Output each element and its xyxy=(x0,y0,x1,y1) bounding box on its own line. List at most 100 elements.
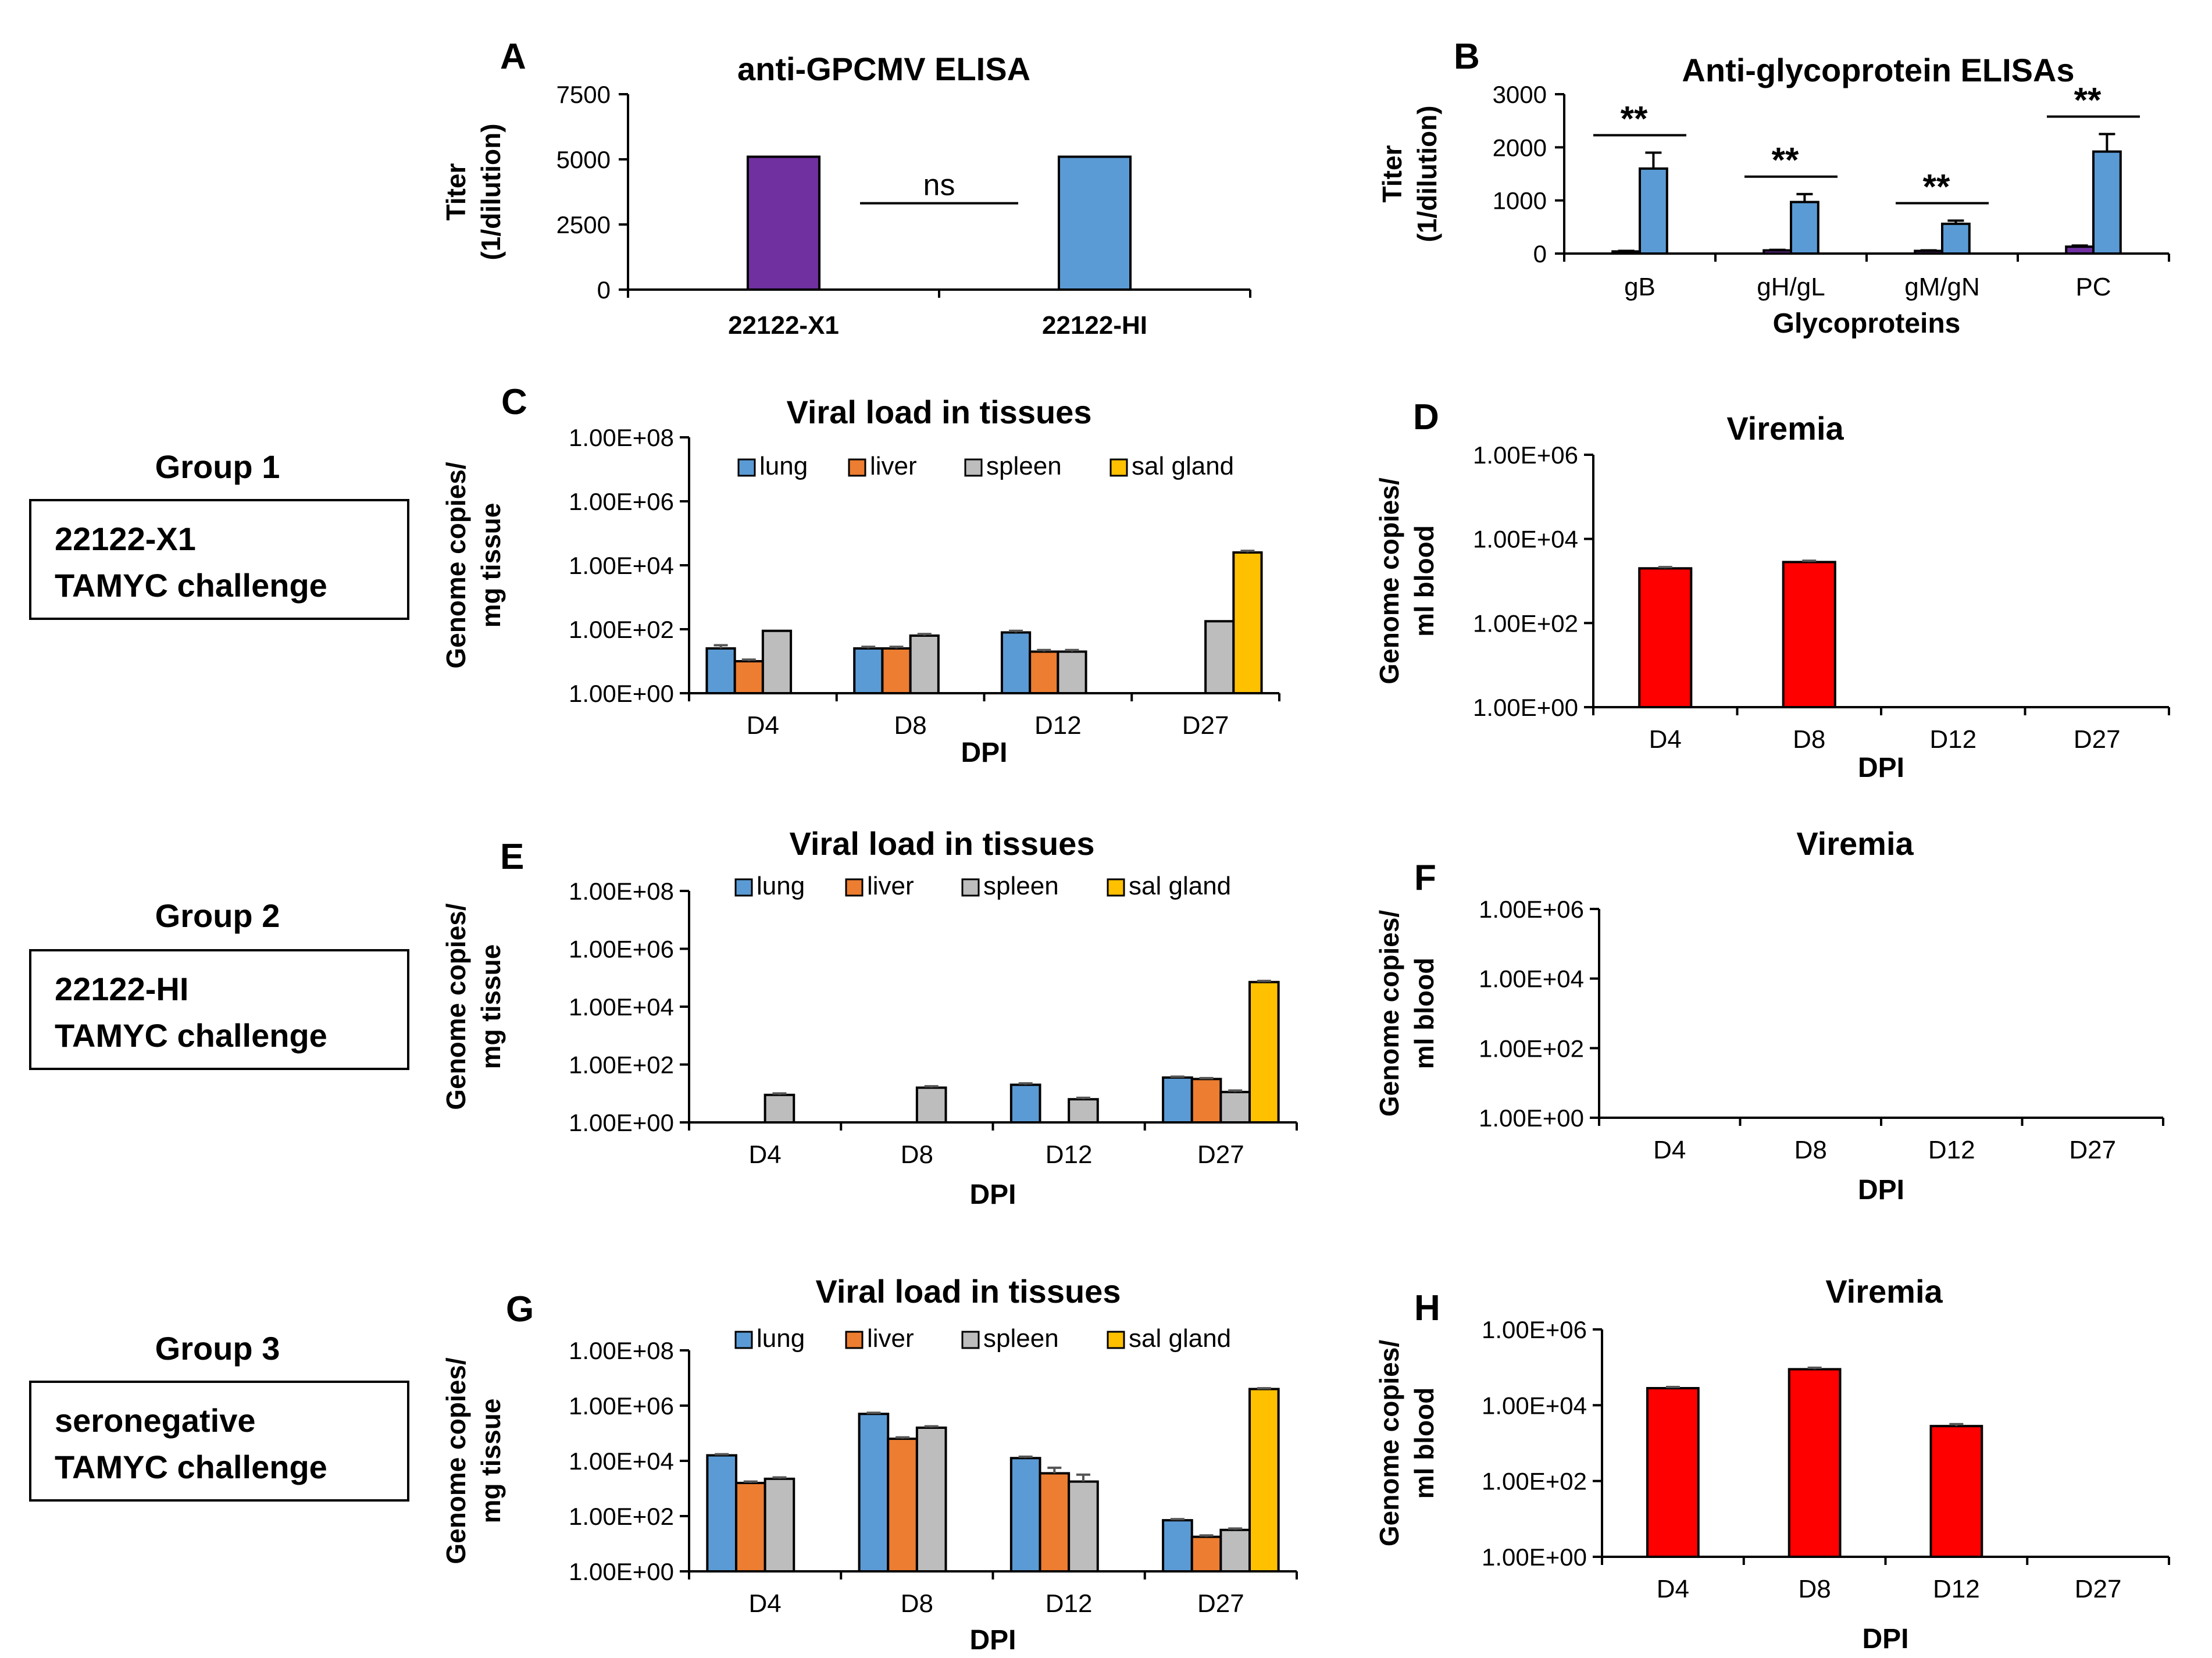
group-3-panel: Group 3 seronegative TAMYC challenge xyxy=(29,1330,409,1502)
x-category-label: D12 xyxy=(1933,1575,1980,1603)
y-tick-label: 5000 xyxy=(556,146,611,173)
x-category-label: D27 xyxy=(2074,725,2121,754)
group-1-box xyxy=(29,499,409,620)
panel-letter-a: A xyxy=(500,37,526,77)
legend-swatch-lung xyxy=(734,878,753,897)
y-axis-label-g: Genome copies/mg tissue xyxy=(441,1357,506,1564)
y-tick-label: 1.00E+02 xyxy=(569,616,674,643)
x-category-label: D12 xyxy=(1046,1589,1093,1618)
x-category-label: D27 xyxy=(1182,711,1229,740)
chart-panel-d: D Viremia Genome copies/ml blood DPI 1.00E+0… xyxy=(1374,397,2170,783)
y-tick-label: 1.00E+06 xyxy=(1479,896,1584,923)
bar-lung-d12 xyxy=(1009,1457,1041,1573)
x-category-label: D27 xyxy=(1197,1140,1244,1169)
bar-lung-d27 xyxy=(1162,1519,1193,1573)
y-tick-label: 1.00E+02 xyxy=(1482,1468,1587,1495)
x-category-label: D4 xyxy=(1649,725,1682,754)
bar-spleen-d4 xyxy=(761,629,793,694)
legend-swatch-lung xyxy=(737,458,756,477)
x-category-label: D27 xyxy=(2075,1575,2122,1603)
chart-panel-e: E Viral load in tissues Genome copies/mg t… xyxy=(441,825,1298,1210)
y-axis-label-line: ml blood xyxy=(1409,525,1439,637)
bar-22122-x1 xyxy=(746,155,821,291)
y-tick-label: 2500 xyxy=(556,211,611,238)
panel-letter-d: D xyxy=(1413,397,1439,437)
x-category-label: 22122-X1 xyxy=(728,311,839,340)
chart-title-d: Viremia xyxy=(1726,410,1844,447)
bar-spleen-d4 xyxy=(764,1477,795,1573)
y-axis-label-line: Genome copies/ xyxy=(441,903,471,1110)
y-axis-label-c: Genome copies/mg tissue xyxy=(441,462,506,669)
bar-spleen-d27 xyxy=(1219,1528,1251,1573)
x-category-label: D4 xyxy=(1653,1136,1686,1164)
group-1-line1: 22122-X1 xyxy=(55,520,196,557)
y-tick-label: 1.00E+00 xyxy=(569,1558,674,1585)
x-category-label: D4 xyxy=(747,711,779,740)
bar-lung-d8 xyxy=(858,1413,890,1573)
bar-liver-d4 xyxy=(734,1482,766,1573)
legend-label-spleen: spleen xyxy=(983,1324,1059,1353)
x-axis-label-d: DPI xyxy=(1858,753,1904,783)
legend-label-spleen: spleen xyxy=(986,452,1062,480)
y-tick-label: 1.00E+08 xyxy=(569,878,674,905)
x-category-label: D8 xyxy=(1799,1575,1831,1603)
x-category-label: D8 xyxy=(1794,1136,1827,1164)
bar-spleen-d8 xyxy=(909,634,940,694)
bar-sal-gland-d27 xyxy=(1248,1388,1280,1573)
legend-label-liver: liver xyxy=(870,452,917,480)
chart-panel-f: F Viremia Genome copies/ml blood DPI 1.00E+0… xyxy=(1374,825,2164,1206)
bar-lung-d8 xyxy=(853,647,884,694)
bar-liver-d27 xyxy=(1190,1535,1222,1573)
y-axis-label-f: Genome copies/ml blood xyxy=(1374,910,1439,1117)
x-category-label: D8 xyxy=(901,1589,933,1618)
chart-title-e: Viral load in tissues xyxy=(790,825,1095,862)
y-axis-label-line: (1/dilution) xyxy=(476,123,506,260)
bar-22122-hi xyxy=(1057,155,1132,291)
x-axis-label-b: Glycoproteins xyxy=(1773,308,1961,339)
y-tick-label: 1.00E+08 xyxy=(569,1337,674,1364)
x-category-label: D4 xyxy=(749,1140,782,1169)
panel-letter-g: G xyxy=(506,1289,534,1329)
chart-title-c: Viral load in tissues xyxy=(787,394,1092,430)
legend-swatch-sal-gland xyxy=(1107,1331,1125,1349)
bar-sal-gland-d27 xyxy=(1232,551,1263,694)
significance-stars: ** xyxy=(1772,141,1799,180)
bar-lung-d4 xyxy=(705,647,736,694)
group-3-box xyxy=(29,1381,409,1502)
bar-spleen-d12 xyxy=(1068,1480,1099,1573)
bar-liver-d8 xyxy=(887,1438,918,1573)
x-axis-label-e: DPI xyxy=(969,1179,1016,1210)
y-tick-label: 1.00E+00 xyxy=(1482,1543,1587,1571)
y-axis-label-line: Genome copies/ xyxy=(441,1357,471,1564)
y-tick-label: 1.00E+00 xyxy=(569,1109,674,1136)
y-axis-label-line: Genome copies/ xyxy=(1374,477,1404,684)
x-category-label: D12 xyxy=(1928,1136,1975,1164)
legend-label-spleen: spleen xyxy=(983,872,1059,900)
chart-panel-g: G Viral load in tissues Genome copies/mg t… xyxy=(441,1273,1298,1656)
bar-blood-d8 xyxy=(1788,1368,1842,1559)
x-category-label: gB xyxy=(1624,273,1656,301)
legend-swatch-sal-gland xyxy=(1107,878,1125,897)
legend-label-sal-gland: sal gland xyxy=(1129,872,1231,900)
significance-stars: ** xyxy=(1923,167,1950,206)
y-axis-label-line: Genome copies/ xyxy=(1374,1340,1404,1547)
group-2-line1: 22122-HI xyxy=(55,971,188,1007)
legend-label-liver: liver xyxy=(867,1324,914,1353)
x-category-label: gH/gL xyxy=(1757,273,1825,301)
bar-pc-0 xyxy=(2065,245,2095,255)
y-tick-label: 1.00E+04 xyxy=(1482,1392,1587,1419)
y-tick-label: 1.00E+06 xyxy=(1473,441,1578,469)
y-axis-label-line: ml blood xyxy=(1409,1388,1439,1499)
y-axis-label-e: Genome copies/mg tissue xyxy=(441,903,506,1110)
y-axis-label-a: Titer (1/dilution) xyxy=(441,123,506,260)
legend-label-sal-gland: sal gland xyxy=(1129,1324,1231,1353)
y-tick-label: 1.00E+04 xyxy=(569,993,674,1021)
legend-swatch-spleen xyxy=(961,878,980,897)
x-category-label: D4 xyxy=(1657,1575,1689,1603)
legend-swatch-liver xyxy=(845,878,864,897)
legend-swatch-lung xyxy=(734,1331,753,1349)
x-category-label: D8 xyxy=(894,711,927,740)
y-tick-label: 1.00E+02 xyxy=(1473,609,1578,637)
group-1-label: Group 1 xyxy=(155,448,280,485)
